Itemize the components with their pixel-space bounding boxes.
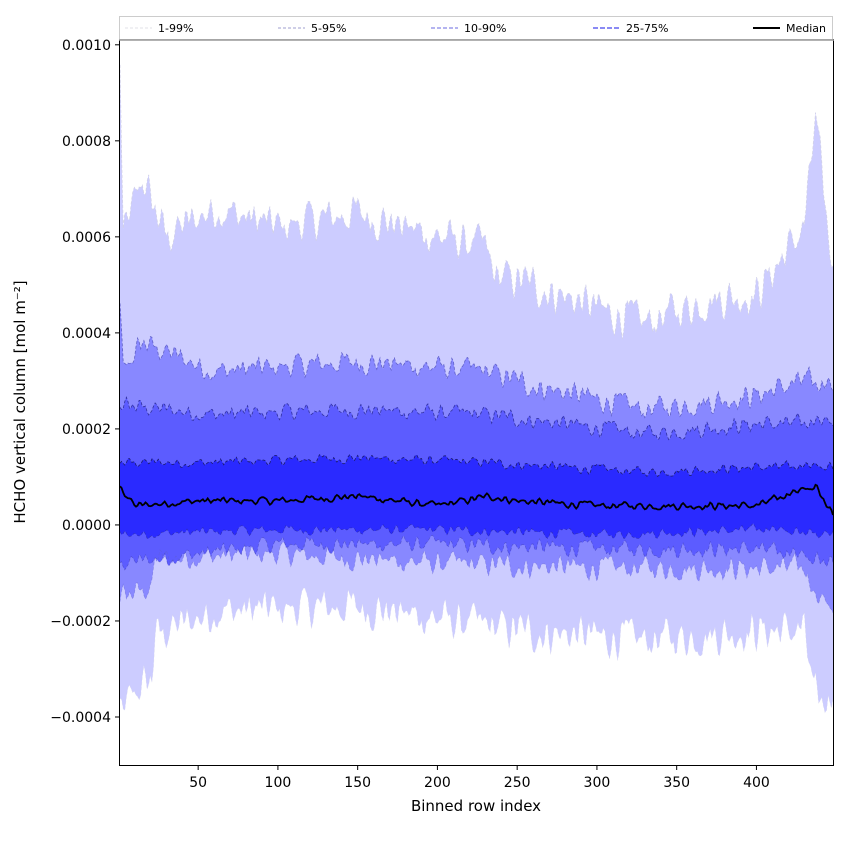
x-axis-ticks: 50 100 150 200 250 300 350 400 <box>189 765 770 791</box>
legend-item-1-99%: 1-99% <box>125 22 193 35</box>
legend-label: 10-90% <box>464 22 506 35</box>
band-upper-line-10-90% <box>119 396 834 441</box>
legend-label: Median <box>786 22 826 35</box>
y-axis-ticks: −0.0004 −0.0002 0.0000 0.0002 0.0004 0.0006 0.… <box>50 38 120 726</box>
legend-label: 1-99% <box>158 22 193 35</box>
y-tick-label: 0.0004 <box>62 326 111 342</box>
x-tick-label: 50 <box>189 775 207 791</box>
legend-item-25-75%: 25-75% <box>593 22 668 35</box>
band-upper-line-5-95% <box>119 303 834 419</box>
y-tick-label: 0.0002 <box>62 422 111 438</box>
median-line-group <box>119 483 834 516</box>
y-tick-label: −0.0002 <box>50 614 111 630</box>
legend-item-Median: Median <box>753 22 826 35</box>
x-tick-label: 300 <box>584 775 611 791</box>
x-tick-label: 250 <box>504 775 531 791</box>
legend-item-5-95%: 5-95% <box>278 22 346 35</box>
band-upper-line-1-99% <box>119 64 834 340</box>
x-axis-label: Binned row index <box>411 797 541 815</box>
legend-item-10-90%: 10-90% <box>431 22 506 35</box>
y-tick-label: −0.0004 <box>50 710 111 726</box>
legend: 1-99% 5-95% 10-90% 25-75% Median <box>119 16 834 41</box>
median-line <box>119 483 834 516</box>
x-tick-label: 100 <box>265 775 292 791</box>
y-axis-label: HCHO vertical column [mol m⁻²] <box>11 280 29 523</box>
legend-items: 1-99% 5-95% 10-90% 25-75% Median <box>125 22 826 35</box>
legend-label: 5-95% <box>311 22 346 35</box>
x-tick-label: 400 <box>743 775 770 791</box>
band-lower-line-25-75% <box>119 522 834 540</box>
x-tick-label: 200 <box>424 775 451 791</box>
y-tick-label: 0.0008 <box>62 134 111 150</box>
x-tick-label: 350 <box>663 775 690 791</box>
band-upper-line-25-75% <box>119 454 834 477</box>
legend-label: 25-75% <box>626 22 668 35</box>
percentile-lines <box>119 64 834 714</box>
y-tick-label: 0.0006 <box>62 230 111 246</box>
x-tick-label: 150 <box>344 775 371 791</box>
y-tick-label: 0.0000 <box>62 518 111 534</box>
y-tick-label: 0.0010 <box>62 38 111 54</box>
band-lower-line-1-99% <box>119 587 834 714</box>
band-lower-line-10-90% <box>119 534 834 571</box>
